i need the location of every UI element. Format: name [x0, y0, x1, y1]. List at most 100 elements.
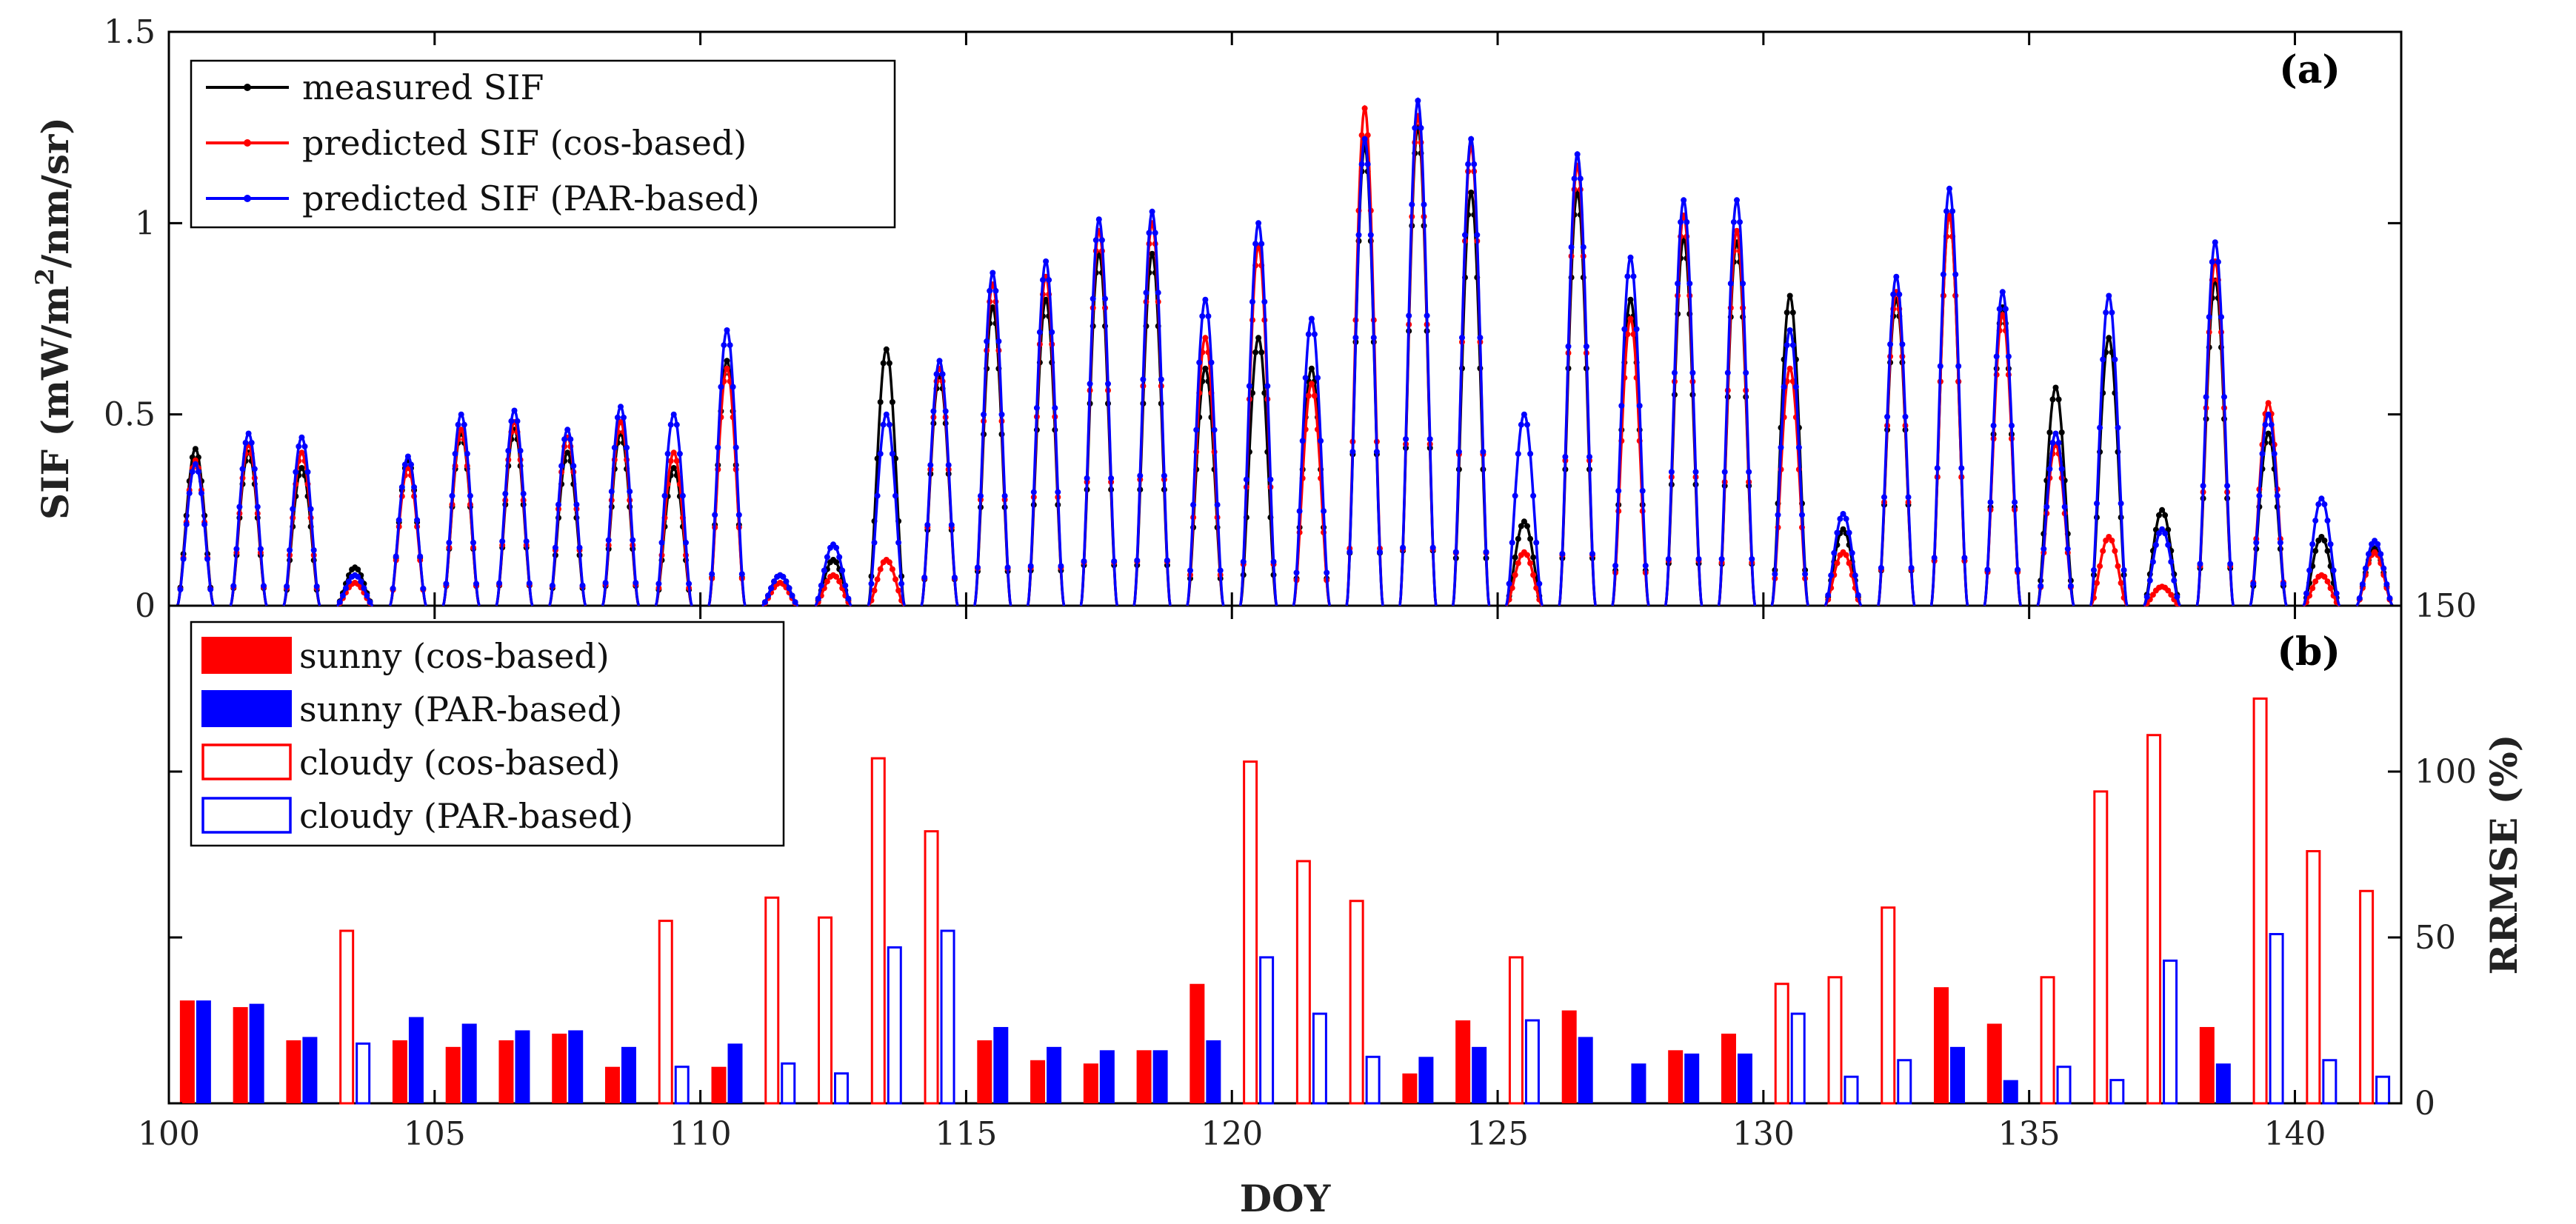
series-point	[236, 504, 243, 510]
series-point	[1305, 331, 1312, 338]
series-point	[1355, 232, 1362, 238]
series-point	[874, 576, 881, 583]
series-point	[1258, 241, 1265, 247]
series-point	[1324, 569, 1330, 576]
series-point	[1642, 562, 1649, 569]
series-point	[2330, 567, 2337, 574]
bar-cloudy-cos	[2359, 889, 2375, 1105]
x-tick-label: 120	[1201, 1115, 1263, 1153]
series-point	[555, 501, 561, 508]
bar-sunny-par	[1099, 1050, 1115, 1103]
bar-cloudy-par	[1790, 1012, 1806, 1105]
series-point	[895, 539, 902, 546]
series-point	[2055, 396, 2062, 403]
series-point	[1084, 475, 1090, 481]
series-point	[1352, 335, 1359, 341]
y-axis-label-b: RRMSE (%)	[2482, 735, 2526, 975]
axis-ticks-group: 100 105 110 115 120 125 130 135 140 0 0.5 1 1.5 0 50 10…	[104, 13, 2477, 1153]
bar-sunny-par	[1206, 1040, 1221, 1103]
bar-cloudy-cos	[1881, 906, 1896, 1105]
x-tick-label: 115	[935, 1115, 997, 1153]
series-point	[420, 585, 427, 592]
series-point	[1105, 381, 1111, 387]
series-point	[1308, 315, 1315, 322]
series-point	[1802, 571, 1809, 578]
bar-sunny-par	[1472, 1046, 1487, 1103]
bar-sunny-par	[1684, 1053, 1700, 1103]
series-point	[630, 537, 636, 544]
series-point	[1246, 383, 1252, 389]
series-point	[1786, 365, 1793, 372]
series-point	[1996, 306, 2003, 312]
series-point	[1033, 404, 1040, 411]
series-point	[1772, 571, 1778, 578]
bar-sunny-par	[1418, 1057, 1434, 1103]
series-point	[526, 580, 533, 586]
series-point	[2327, 585, 2334, 592]
series-point	[2112, 548, 2118, 555]
series-point	[886, 360, 892, 367]
series-point	[1152, 230, 1158, 236]
series-point	[1893, 273, 1900, 280]
series-point	[765, 592, 771, 599]
series-point	[2200, 483, 2206, 489]
series-point	[396, 517, 402, 524]
series-point	[1781, 384, 1787, 390]
series-point	[1562, 453, 1569, 460]
series-point	[1999, 289, 2006, 295]
series-point	[824, 554, 830, 561]
series-point	[1468, 190, 1475, 195]
series-point	[833, 573, 840, 580]
series-point	[1373, 449, 1380, 455]
series-point	[880, 421, 887, 428]
series-point	[1261, 298, 1268, 305]
series-point	[768, 585, 775, 592]
series-point	[1055, 489, 1061, 495]
series-point	[1202, 335, 1209, 341]
series-point	[715, 444, 721, 451]
series-point	[467, 492, 473, 499]
series-point	[624, 444, 630, 451]
bar-sunny-cos	[1455, 1020, 1471, 1103]
series-point	[1624, 273, 1631, 280]
bar-sunny-par	[408, 1017, 424, 1103]
series-point	[1565, 343, 1572, 350]
bar-cloudy-cos	[658, 920, 673, 1105]
bar-sunny-par	[1152, 1050, 1168, 1103]
series-point	[520, 490, 527, 497]
series-point	[1568, 244, 1575, 250]
bar-cloudy-par	[940, 929, 955, 1105]
series-point	[1734, 227, 1740, 234]
series-point	[1515, 535, 1521, 542]
series-point	[670, 465, 677, 471]
series-point	[1934, 465, 1941, 472]
series-point	[1349, 449, 1356, 455]
series-point	[1627, 315, 1634, 322]
series-point	[1267, 476, 1274, 483]
series-point	[1668, 469, 1675, 475]
series-point	[2041, 546, 2047, 552]
series-point	[1624, 331, 1631, 338]
series-point	[2327, 541, 2334, 547]
series-point	[975, 564, 981, 571]
series-point	[821, 567, 827, 574]
bar-cloudy-par	[1259, 956, 1275, 1105]
series-point	[1108, 475, 1115, 481]
series-point	[2303, 590, 2309, 597]
series-point	[1678, 218, 1684, 225]
bar-sunny-par	[1950, 1046, 1966, 1103]
series-point	[443, 581, 450, 587]
series-point	[1427, 436, 1433, 442]
series-point	[1743, 369, 1749, 376]
series-point	[1347, 549, 1353, 555]
x-tick-label: 105	[404, 1115, 466, 1153]
series-point	[239, 466, 246, 472]
series-point	[2309, 541, 2316, 547]
series-point	[1846, 560, 1852, 566]
series-point	[1884, 413, 1891, 420]
series-point	[1429, 544, 1436, 551]
series-point	[2324, 578, 2331, 585]
series-point	[1737, 218, 1743, 225]
series-point	[1418, 124, 1424, 131]
series-point	[886, 559, 892, 566]
